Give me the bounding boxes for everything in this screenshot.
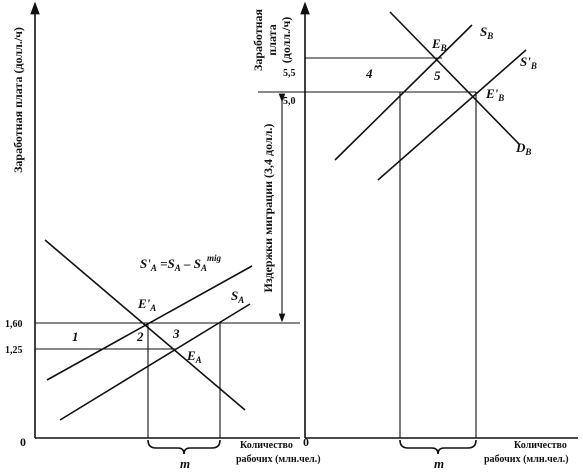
equilibrium-label: E'B [485, 86, 504, 103]
demand-line [389, 11, 521, 146]
migration-cost-label: Издержки миграции (3,4 долл.) [261, 124, 275, 293]
y-axis-label: плата [265, 24, 279, 55]
supply-label: SA [231, 288, 244, 305]
area-label: 3 [172, 326, 180, 341]
x-axis-label: рабочих (млн.чел.) [236, 454, 321, 465]
x-axis-label: Количество [240, 440, 293, 451]
y-axis-label: Заработная [251, 9, 265, 72]
supply-label: S'B [520, 54, 537, 71]
area-label: 5 [434, 68, 441, 83]
y-tick-label: 5,0 [283, 96, 296, 107]
demand-label: DB [515, 140, 531, 157]
y-axis-label: Заработная плата (долл./ч) [11, 27, 25, 173]
brace-label: m [434, 456, 444, 471]
brace [399, 439, 477, 455]
area-label: 2 [136, 329, 144, 344]
y-tick-label: 1,60 [5, 319, 23, 330]
brace-label: m [180, 456, 190, 471]
area-label: 4 [365, 66, 373, 81]
x-axis-label: рабочих (млн.чел.) [484, 454, 569, 465]
supply-shift-label: S'A =SA – SAmig [140, 253, 222, 273]
y-tick-label: 1,25 [5, 345, 23, 356]
supply-label: SB [480, 24, 493, 41]
origin: 0 [303, 435, 309, 449]
area-label: 1 [72, 329, 79, 344]
equilibrium-label: E'A [137, 296, 156, 313]
x-axis-label: Количество [514, 440, 567, 451]
y-tick-label: 5,5 [283, 68, 296, 79]
equilibrium-label: EB [431, 36, 447, 53]
supply-new-line [377, 49, 527, 181]
brace [147, 439, 221, 455]
equilibrium-label: EA [186, 348, 202, 365]
y-axis-label: (долл./ч) [279, 17, 293, 63]
origin: 0 [20, 435, 26, 449]
supply-line [59, 303, 251, 421]
